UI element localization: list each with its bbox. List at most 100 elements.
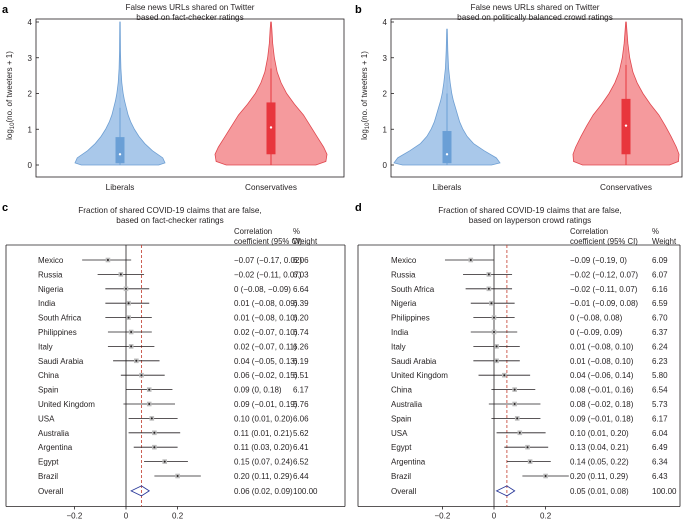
y-tick-label: 4 — [28, 18, 33, 27]
y-axis-label-part: log — [360, 129, 369, 140]
country-label: USA — [38, 414, 55, 423]
coef-value: 0.11 (0.01, 0.21) — [234, 429, 292, 438]
y-tick-label: 3 — [383, 54, 388, 63]
forest-title-line: based on fact-checker ratings — [116, 216, 223, 225]
coef-value: 0.06 (−0.02, 0.15) — [234, 371, 298, 380]
overall-diamond — [495, 485, 516, 497]
coef-value: 0.08 (−0.01, 0.16) — [570, 386, 634, 395]
country-label: India — [391, 328, 409, 337]
weight-value: 6.17 — [293, 386, 309, 395]
weight-value: 6.20 — [293, 314, 309, 323]
coef-value: 0.20 (0.11, 0.29) — [570, 472, 628, 481]
forest-panel-d: Fraction of shared COVID-19 claims that … — [357, 206, 681, 520]
coef-value: −0.07 (−0.17, 0.02) — [234, 256, 302, 265]
estimate-dot — [544, 475, 547, 477]
coef-value: −0.09 (−0.19, 0) — [570, 256, 627, 265]
coef-value: −0.02 (−0.11, 0.07) — [234, 270, 302, 279]
category-label: Conservatives — [600, 183, 652, 192]
x-tick-label: 0.2 — [172, 511, 184, 520]
weight-header: Weight — [652, 237, 677, 246]
coef-value: 0.11 (0.03, 0.20) — [234, 443, 292, 452]
coef-header: Correlation — [234, 227, 272, 236]
plot-title-line: False news URLs shared on Twitter — [470, 3, 599, 12]
y-axis-label: log10(no. of tweeters + 1) — [5, 51, 16, 140]
coef-header: coefficient (95% CI) — [570, 237, 638, 246]
weight-value: 6.24 — [652, 342, 668, 351]
weight-value: 6.51 — [293, 371, 309, 380]
weight-value: 6.04 — [652, 429, 668, 438]
estimate-dot — [487, 273, 490, 276]
weight-value: 6.64 — [293, 285, 309, 294]
plot-title-line: False news URLs shared on Twitter — [125, 3, 254, 12]
weight-value: 5.73 — [652, 400, 668, 409]
coef-value: 0.04 (−0.06, 0.14) — [570, 371, 634, 380]
panel-label-d: d — [355, 202, 362, 214]
coef-value: 0.02 (−0.07, 0.11) — [234, 342, 297, 351]
estimate-dot — [513, 388, 516, 391]
coef-value: 0.08 (−0.02, 0.18) — [570, 400, 634, 409]
country-label: India — [38, 299, 56, 308]
estimate-dot — [529, 460, 532, 463]
estimate-dot — [516, 417, 519, 420]
category-label: Conservatives — [245, 183, 297, 192]
category-label: Liberals — [433, 183, 462, 192]
coef-value: 0.02 (−0.07, 0.10) — [234, 328, 298, 337]
overall-label: Overall — [391, 487, 417, 496]
country-label: Russia — [38, 270, 63, 279]
country-label: Italy — [391, 342, 406, 351]
y-tick-label: 2 — [383, 90, 388, 99]
coef-value: 0.20 (0.11, 0.29) — [234, 472, 292, 481]
coef-value: 0.15 (0.07, 0.24) — [234, 458, 293, 467]
weight-value: 6.23 — [652, 357, 668, 366]
y-tick-label: 1 — [383, 125, 388, 134]
y-tick-label: 1 — [28, 125, 33, 134]
y-tick-label: 4 — [383, 18, 388, 27]
coef-value: 0.01 (−0.08, 0.09) — [234, 299, 298, 308]
country-label: Philippines — [391, 314, 430, 323]
weight-value: 5.62 — [293, 429, 309, 438]
estimate-dot — [493, 316, 495, 319]
weight-value: 6.52 — [293, 458, 309, 467]
weight-value: 6.74 — [293, 328, 309, 337]
y-axis-label-part: (no. of tweeters + 1) — [360, 51, 369, 123]
country-label: South Africa — [391, 285, 435, 294]
weight-value: 5.80 — [652, 371, 668, 380]
estimate-dot — [140, 374, 143, 377]
estimate-dot — [176, 475, 179, 477]
coef-value: −0.02 (−0.12, 0.07) — [570, 270, 638, 279]
coef-value: 0.10 (0.01, 0.20) — [570, 429, 629, 438]
overall-diamond — [130, 485, 151, 497]
plot-frame — [390, 18, 683, 178]
x-tick-label: −0.2 — [435, 511, 451, 520]
country-label: Egypt — [391, 443, 412, 452]
coef-value: 0 (−0.09, 0.09) — [570, 328, 623, 337]
weight-value: 6.34 — [652, 458, 668, 467]
coef-value: 0.01 (−0.08, 0.10) — [234, 314, 298, 323]
y-axis-label-part: log — [5, 129, 14, 140]
panel-label-a: a — [2, 4, 9, 16]
overall-weight-value: 100.00 — [293, 487, 318, 496]
weight-value: 6.44 — [293, 472, 309, 481]
estimate-dot — [150, 417, 153, 420]
weight-value: 6.43 — [652, 472, 668, 481]
plot-title-line: based on fact-checker ratings — [136, 13, 243, 22]
coef-value: −0.01 (−0.09, 0.08) — [570, 299, 638, 308]
estimate-dot — [469, 259, 472, 261]
country-label: China — [391, 386, 412, 395]
median-dot — [269, 126, 273, 129]
estimate-dot — [493, 331, 495, 333]
estimate-dot — [119, 273, 122, 276]
country-label: China — [38, 371, 59, 380]
coef-value: 0.10 (0.01, 0.20) — [234, 414, 293, 423]
estimate-dot — [153, 446, 156, 449]
weight-value: 6.59 — [652, 299, 668, 308]
forest-title-line: Fraction of shared COVID-19 claims that … — [78, 206, 261, 215]
overall-coef-value: 0.05 (0.01, 0.08) — [570, 487, 629, 496]
country-label: Saudi Arabia — [391, 357, 437, 366]
estimate-dot — [106, 259, 109, 261]
y-tick-label: 2 — [28, 90, 33, 99]
estimate-dot — [518, 431, 521, 434]
y-tick-label: 0 — [28, 161, 33, 170]
iqr-box — [115, 137, 125, 164]
